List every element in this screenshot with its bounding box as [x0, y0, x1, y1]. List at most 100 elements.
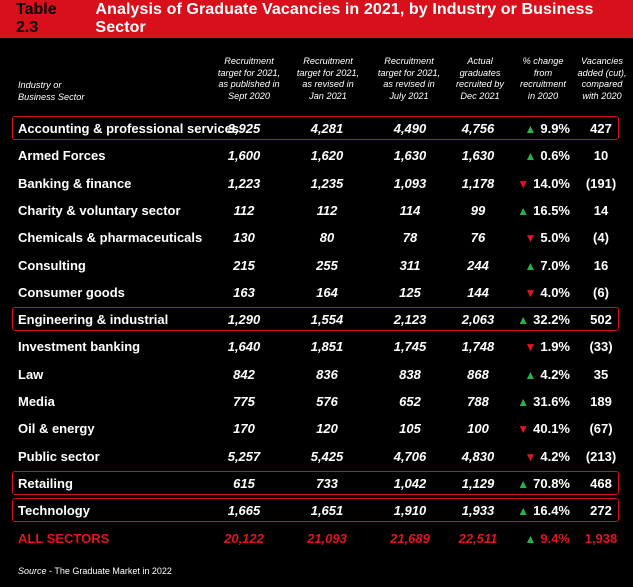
- pct-change: ▲ 9.9%: [510, 115, 570, 142]
- value-sept-2020: 775: [233, 394, 255, 409]
- value-july-2021: 4,490: [393, 121, 427, 136]
- vacancies-added: (6): [593, 285, 609, 300]
- header-line: target for 2021,: [377, 67, 441, 78]
- vacancies-added: 468: [590, 476, 612, 491]
- value-sept-2020: 112: [233, 203, 255, 218]
- value-jan-2021: 80: [319, 230, 335, 245]
- up-triangle-icon: ▲: [524, 532, 537, 546]
- highlight-box: [12, 471, 619, 495]
- value-actual: 788: [467, 394, 489, 409]
- value-july-2021: 1,042: [393, 476, 427, 491]
- value-sept-2020: 1,600: [227, 148, 261, 163]
- sector-name: Consulting: [18, 258, 86, 273]
- value-jan-2021: 5,425: [310, 449, 344, 464]
- pct-change: ▼ 5.0%: [510, 224, 570, 251]
- source-label: Source: [18, 566, 47, 576]
- total-actual: 22,511: [458, 531, 498, 546]
- vacancies-added: (191): [585, 176, 617, 191]
- pct-value: 4.2%: [540, 367, 570, 382]
- header-line: with 2020: [582, 90, 622, 101]
- total-vacancies-added: 1,938: [584, 531, 618, 546]
- table-row: Law 842 836 838 868 ▲ 4.2% 35: [0, 361, 633, 388]
- value-sept-2020: 3,925: [227, 121, 261, 136]
- pct-value: 16.5%: [533, 203, 570, 218]
- up-triangle-icon: ▲: [524, 368, 537, 382]
- value-jan-2021: 1,554: [310, 312, 344, 327]
- table-row: Engineering & industrial 1,290 1,554 2,123 2…: [0, 306, 633, 333]
- value-sept-2020: 215: [233, 258, 255, 273]
- pct-value: 32.2%: [533, 312, 570, 327]
- pct-value: 0.6%: [540, 148, 570, 163]
- value-sept-2020: 1,665: [227, 503, 261, 518]
- vacancies-added: (213): [585, 449, 617, 464]
- value-sept-2020: 1,640: [227, 339, 261, 354]
- total-pct-value: 9.4%: [540, 531, 570, 546]
- vacancies-added: 427: [590, 121, 612, 136]
- highlight-box: [12, 116, 619, 140]
- header-line: Recruitment: [384, 56, 434, 66]
- table-title: Analysis of Graduate Vacancies in 2021, …: [95, 1, 594, 36]
- value-jan-2021: 1,620: [310, 148, 344, 163]
- table-row: Oil & energy 170 120 105 100 ▼ 40.1% (67): [0, 415, 633, 442]
- pct-value: 40.1%: [533, 421, 570, 436]
- value-actual: 99: [470, 203, 486, 218]
- value-july-2021: 114: [399, 203, 421, 218]
- down-triangle-icon: ▼: [524, 231, 537, 245]
- header-line: as published in: [218, 79, 280, 90]
- header-line: Dec 2021: [460, 90, 500, 101]
- value-jan-2021: 255: [316, 258, 338, 273]
- table-row: Public sector 5,257 5,425 4,706 4,830 ▼ 4.2% (2…: [0, 443, 633, 470]
- pct-change: ▼ 1.9%: [510, 333, 570, 360]
- value-jan-2021: 576: [316, 394, 338, 409]
- header-line: compared: [581, 79, 623, 90]
- vacancies-added: 272: [590, 503, 612, 518]
- vacancies-added: 10: [593, 148, 609, 163]
- table-row: Charity & voluntary sector 112 112 114 99 ▲ 16…: [0, 197, 633, 224]
- total-jan-2021: 21,093: [307, 531, 347, 546]
- value-actual: 868: [467, 367, 489, 382]
- vacancies-added: (67): [589, 421, 613, 436]
- header-line: Recruitment: [224, 56, 274, 66]
- value-jan-2021: 4,281: [310, 121, 344, 136]
- pct-change: ▼ 40.1%: [510, 415, 570, 442]
- header-line: Jan 2021: [309, 90, 347, 101]
- header-line: Vacancies: [580, 56, 624, 66]
- header-actual: Actual graduates recruited by Dec 2021: [449, 56, 511, 102]
- header-line: recruitment: [520, 79, 566, 90]
- down-triangle-icon: ▼: [517, 177, 530, 191]
- vacancies-added: 16: [593, 258, 609, 273]
- header-line: July 2021: [389, 90, 429, 101]
- value-jan-2021: 164: [316, 285, 338, 300]
- header-line: Actual: [467, 56, 493, 66]
- table-row: Media 775 576 652 788 ▲ 31.6% 189: [0, 388, 633, 415]
- header-line: Sept 2020: [228, 90, 270, 101]
- value-actual: 244: [467, 258, 489, 273]
- header-line: as revised in: [302, 79, 354, 90]
- pct-value: 4.2%: [540, 449, 570, 464]
- sector-name: Media: [18, 394, 55, 409]
- header-july-2021: Recruitment target for 2021, as revised …: [372, 56, 446, 102]
- value-july-2021: 1,745: [393, 339, 427, 354]
- value-july-2021: 1,910: [393, 503, 427, 518]
- table-row: Chemicals & pharmaceuticals 130 80 78 76 ▼ 5.0…: [0, 224, 633, 251]
- vacancies-added: 189: [590, 394, 612, 409]
- table-row: Armed Forces 1,600 1,620 1,630 1,630 ▲ 0.6% 10: [0, 142, 633, 169]
- pct-change: ▼ 4.0%: [510, 279, 570, 306]
- total-pct-change: ▲ 9.4%: [510, 525, 570, 552]
- header-line: Business Sector: [18, 91, 85, 102]
- value-actual: 1,630: [461, 148, 495, 163]
- up-triangle-icon: ▲: [524, 149, 537, 163]
- value-actual: 1,748: [461, 339, 495, 354]
- table-row: Accounting & professional services 3,925 4…: [0, 115, 633, 142]
- value-jan-2021: 733: [316, 476, 338, 491]
- value-july-2021: 1,093: [393, 176, 427, 191]
- header-line: % change: [522, 56, 564, 66]
- sector-name: Retailing: [18, 476, 73, 491]
- vacancies-added: 14: [593, 203, 609, 218]
- pct-change: ▲ 32.2%: [510, 306, 570, 333]
- sector-name: Oil & energy: [18, 421, 95, 436]
- value-july-2021: 838: [399, 367, 421, 382]
- sector-name: Consumer goods: [18, 285, 125, 300]
- pct-value: 31.6%: [533, 394, 570, 409]
- sector-name: Law: [18, 367, 44, 382]
